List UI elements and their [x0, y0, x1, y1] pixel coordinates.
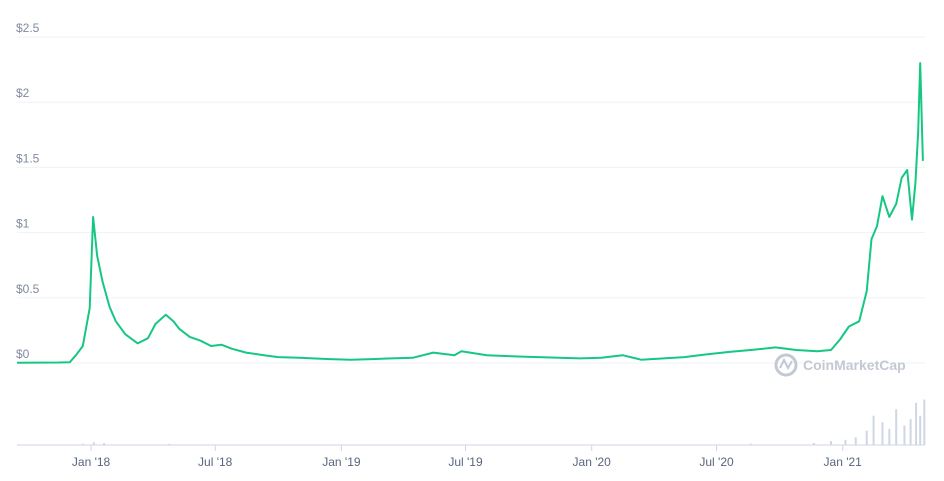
volume-bar [872, 415, 875, 445]
volume-bar [103, 443, 106, 445]
volume-bar [923, 399, 926, 445]
x-tick-label: Jan '19 [322, 455, 361, 469]
volume-bar [865, 430, 868, 445]
y-axis-labels: $0 $0.5 $1 $1.5 $2 $2.5 [16, 21, 40, 361]
volume-bar [830, 441, 833, 445]
volume-bar [844, 439, 847, 445]
price-line [16, 62, 924, 364]
x-axis-labels: Jan '18 Jul '18 Jan '19 Jul '19 Jan '20 Jul '… [72, 445, 862, 469]
volume-bar [915, 402, 918, 445]
grid-lines [17, 36, 925, 364]
x-tick-label: Jul '20 [699, 455, 734, 469]
volume-bar [881, 422, 884, 445]
volume-bar [888, 428, 891, 445]
volume-bar [895, 409, 898, 445]
y-tick-label: $2.5 [16, 21, 40, 35]
watermark-text: CoinMarketCap [803, 357, 906, 373]
volume-bars [81, 399, 926, 445]
coinmarketcap-watermark: CoinMarketCap [774, 353, 906, 377]
volume-bar [909, 419, 912, 445]
volume-bar [812, 443, 815, 445]
y-tick-label: $1.5 [16, 151, 40, 165]
volume-bar [749, 443, 752, 445]
x-tick-label: Jan '21 [824, 455, 863, 469]
y-tick-label: $0 [16, 347, 30, 361]
volume-bar [854, 437, 857, 445]
volume-bar [903, 425, 906, 445]
y-tick-label: $0.5 [16, 282, 40, 296]
volume-bar [81, 443, 84, 445]
x-tick-label: Jul '19 [448, 455, 483, 469]
y-tick-label: $1 [16, 217, 30, 231]
y-tick-label: $2 [16, 86, 30, 100]
coinmarketcap-logo-icon [774, 353, 798, 377]
price-line-layer [16, 62, 924, 364]
volume-bar [92, 442, 95, 445]
x-tick-label: Jan '20 [573, 455, 612, 469]
volume-bar [919, 415, 922, 445]
x-tick-label: Jul '18 [198, 455, 233, 469]
x-tick-label: Jan '18 [72, 455, 111, 469]
